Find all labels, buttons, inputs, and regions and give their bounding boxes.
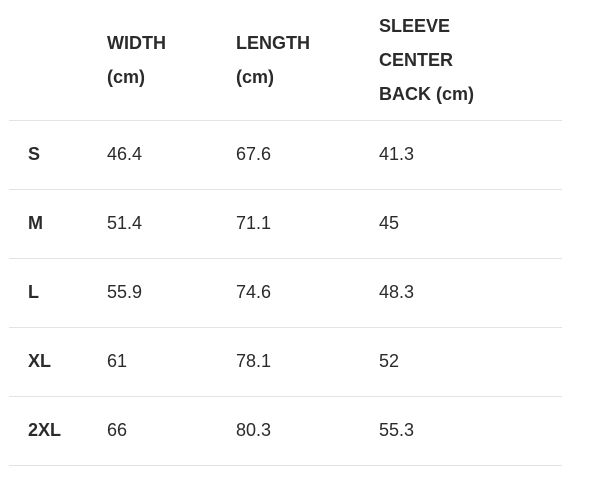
width-cell: 61 [107, 326, 236, 396]
table-row: 2XL 66 80.3 55.3 [9, 395, 562, 466]
table-row: L 55.9 74.6 48.3 [9, 257, 562, 327]
table-row: S 46.4 67.6 41.3 [9, 119, 562, 189]
table-row: M 51.4 71.1 45 [9, 188, 562, 258]
size-cell: M [9, 188, 107, 258]
width-cell: 46.4 [107, 119, 236, 189]
length-cell: 71.1 [236, 188, 379, 258]
width-cell: 55.9 [107, 257, 236, 327]
width-cell: 66 [107, 395, 236, 466]
length-cell: 80.3 [236, 395, 379, 466]
length-cell: 74.6 [236, 257, 379, 327]
size-cell: 2XL [9, 395, 107, 466]
length-cell: 78.1 [236, 326, 379, 396]
sleeve-cell: 55.3 [379, 395, 562, 466]
sleeve-cell: 48.3 [379, 257, 562, 327]
header-width: WIDTH (cm) [107, 32, 166, 87]
header-length: LENGTH (cm) [236, 32, 310, 87]
table-row: XL 61 78.1 52 [9, 326, 562, 396]
length-cell: 67.6 [236, 119, 379, 189]
sleeve-cell: 41.3 [379, 119, 562, 189]
sleeve-cell: 45 [379, 188, 562, 258]
width-cell: 51.4 [107, 188, 236, 258]
header-size [9, 0, 107, 120]
size-cell: S [9, 119, 107, 189]
size-cell: L [9, 257, 107, 327]
size-chart-table: WIDTH (cm) LENGTH (cm) SLEEVE CENTER BAC… [9, 0, 562, 466]
size-cell: XL [9, 326, 107, 396]
header-sleeve: SLEEVE CENTER BACK (cm) [379, 15, 475, 104]
sleeve-cell: 52 [379, 326, 562, 396]
header-row: WIDTH (cm) LENGTH (cm) SLEEVE CENTER BAC… [9, 0, 562, 120]
